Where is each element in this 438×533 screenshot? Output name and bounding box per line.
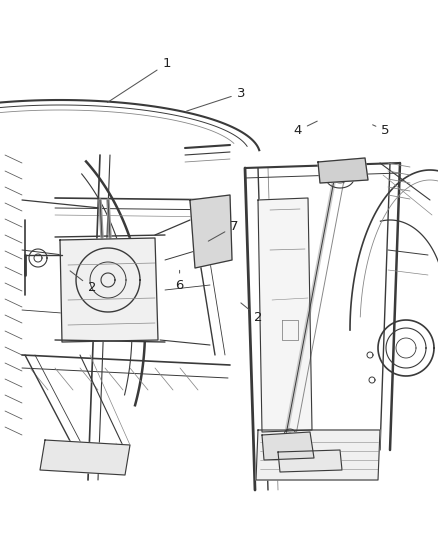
Polygon shape	[190, 195, 232, 268]
Polygon shape	[60, 238, 158, 342]
Polygon shape	[40, 440, 130, 475]
Text: 5: 5	[373, 124, 390, 137]
Polygon shape	[258, 198, 312, 432]
Polygon shape	[262, 432, 314, 460]
Text: 2: 2	[70, 271, 96, 294]
Text: 1: 1	[107, 58, 171, 102]
Polygon shape	[256, 430, 380, 480]
Text: 7: 7	[208, 220, 239, 241]
Text: 2: 2	[241, 303, 263, 324]
Text: 4: 4	[293, 121, 317, 137]
Polygon shape	[278, 450, 342, 472]
Text: 3: 3	[187, 87, 245, 111]
Text: 6: 6	[175, 270, 184, 292]
Polygon shape	[318, 158, 368, 183]
